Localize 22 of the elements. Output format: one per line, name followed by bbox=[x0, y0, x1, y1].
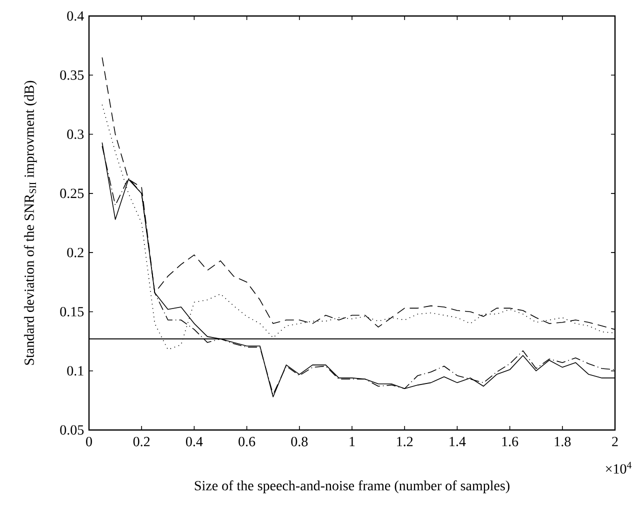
x-tick-label: 0.2 bbox=[133, 436, 150, 446]
x-tick-label: 0 bbox=[86, 436, 92, 446]
x-tick-label: 0.6 bbox=[238, 436, 256, 446]
x-tick-label: 1.6 bbox=[502, 436, 518, 446]
y-tick-label: 0.2 bbox=[67, 248, 84, 258]
text: ×10$^{4}$ bbox=[606, 462, 632, 474]
y-tick-label: 0.05 bbox=[60, 425, 84, 435]
x-tick-label: 0.8 bbox=[291, 436, 308, 446]
y-tick-label: 0.3 bbox=[67, 130, 84, 140]
x-tick-label: 1.8 bbox=[554, 436, 571, 446]
x-tick-label: 1.2 bbox=[397, 436, 413, 446]
x-axis-title: Size of the speech-and-noise frame (number of samples) bbox=[194, 480, 510, 494]
x-tick-label: 1.4 bbox=[450, 436, 466, 446]
y-tick-label: 0.25 bbox=[60, 188, 84, 198]
y-tick-label: 0.1 bbox=[67, 366, 84, 376]
y-tick-label: 0.15 bbox=[60, 306, 84, 316]
x-tick-label: 1 bbox=[350, 436, 355, 446]
x-tick-label: 0.4 bbox=[186, 436, 203, 446]
y-tick-label: 0.35 bbox=[60, 70, 84, 80]
y-tick-label: 0.4 bbox=[67, 11, 84, 21]
x-tick-label: 2 bbox=[612, 436, 618, 446]
y-axis-title: Standard deviation of the SNR$_{SII}$ improvment (dB) bbox=[24, 80, 37, 365]
